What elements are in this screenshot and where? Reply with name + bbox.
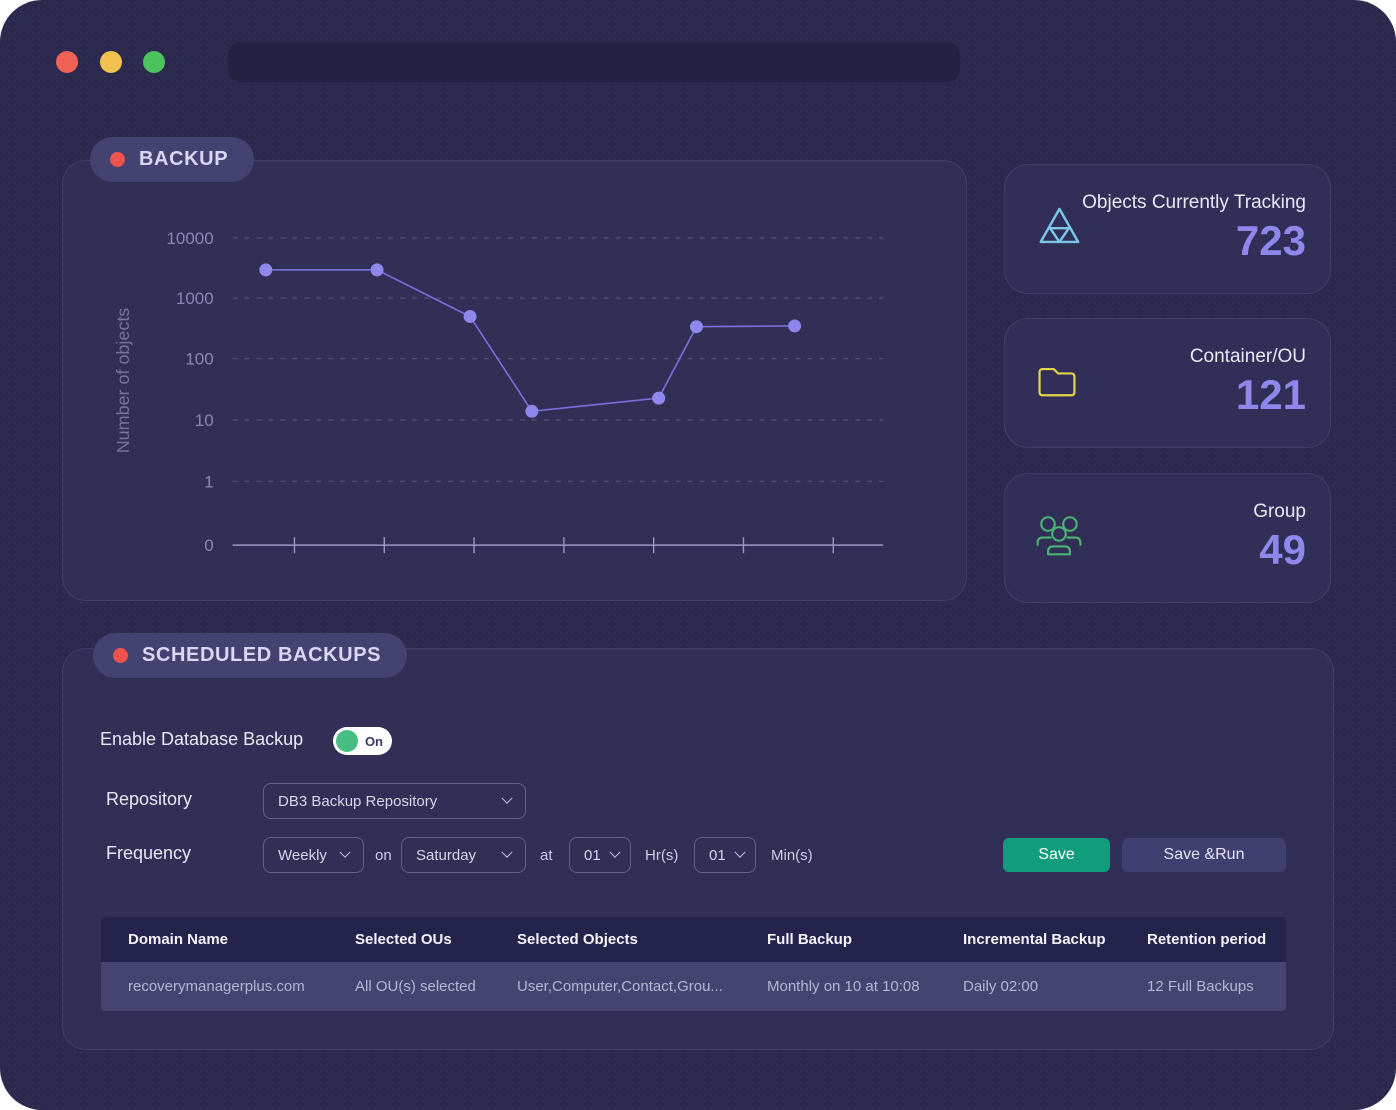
table-header-incremental-backup: Incremental Backup bbox=[963, 931, 1106, 948]
backup-section-badge: BACKUP bbox=[90, 137, 255, 182]
scheduled-backups-table: Domain Name Selected OUs Selected Object… bbox=[101, 917, 1286, 1011]
chevron-down-icon bbox=[734, 846, 746, 858]
table-row[interactable]: recoverymanagerplus.com All OU(s) select… bbox=[101, 962, 1286, 1011]
chevron-down-icon bbox=[609, 846, 621, 858]
on-word: on bbox=[375, 847, 392, 864]
backup-chart-panel: 10000 1000 100 10 1 0 Number of objects bbox=[62, 160, 967, 601]
scheduled-backups-section-badge: SCHEDULED BACKUPS bbox=[93, 633, 408, 678]
minute-unit-label: Min(s) bbox=[771, 847, 813, 864]
svg-text:1000: 1000 bbox=[176, 289, 214, 308]
svg-text:1: 1 bbox=[204, 472, 213, 491]
frequency-hour-select[interactable]: 01 bbox=[569, 837, 631, 873]
cell-domain-name: recoverymanagerplus.com bbox=[128, 978, 305, 995]
day-select-value: Saturday bbox=[416, 846, 477, 864]
table-header-selected-objects: Selected Objects bbox=[517, 931, 638, 948]
toggle-knob-icon bbox=[336, 730, 358, 752]
close-window-button[interactable] bbox=[56, 51, 78, 73]
frequency-day-select[interactable]: Saturday bbox=[401, 837, 526, 873]
hour-select-value: 01 bbox=[584, 846, 601, 864]
stat-card-objects-tracking: Objects Currently Tracking 723 bbox=[1004, 164, 1331, 294]
table-header-selected-ous: Selected OUs bbox=[355, 931, 452, 948]
address-bar[interactable] bbox=[228, 42, 960, 82]
at-word: at bbox=[540, 847, 553, 864]
svg-text:0: 0 bbox=[204, 536, 213, 555]
save-button[interactable]: Save bbox=[1003, 838, 1110, 872]
chevron-down-icon bbox=[501, 846, 513, 858]
stat-card-container-ou: Container/OU 121 bbox=[1004, 318, 1331, 448]
svg-text:100: 100 bbox=[185, 350, 213, 369]
stat-card-group: Group 49 bbox=[1004, 473, 1331, 603]
minute-select-value: 01 bbox=[709, 846, 726, 864]
scheduled-backups-section-label: SCHEDULED BACKUPS bbox=[142, 644, 382, 666]
save-and-run-button[interactable]: Save &Run bbox=[1122, 838, 1286, 872]
svg-text:10: 10 bbox=[195, 411, 214, 430]
repository-select[interactable]: DB3 Backup Repository bbox=[263, 783, 526, 819]
frequency-label: Frequency bbox=[106, 843, 192, 863]
status-dot-icon bbox=[110, 152, 125, 167]
stat-card-title: Objects Currently Tracking bbox=[1082, 192, 1306, 213]
hour-unit-label: Hr(s) bbox=[645, 847, 679, 864]
stat-card-title: Group bbox=[1253, 501, 1306, 522]
stat-card-title: Container/OU bbox=[1189, 346, 1306, 367]
objects-tracking-icon bbox=[1035, 205, 1085, 254]
chevron-down-icon bbox=[501, 792, 513, 804]
stat-card-value: 723 bbox=[1235, 217, 1306, 264]
table-header-row: Domain Name Selected OUs Selected Object… bbox=[101, 917, 1286, 962]
interval-select-value: Weekly bbox=[278, 846, 327, 864]
frequency-interval-select[interactable]: Weekly bbox=[263, 837, 364, 873]
folder-icon bbox=[1035, 363, 1079, 404]
stat-card-value: 121 bbox=[1235, 371, 1306, 418]
chevron-down-icon bbox=[339, 846, 351, 858]
table-header-retention-period: Retention period bbox=[1147, 931, 1267, 948]
frequency-minute-select[interactable]: 01 bbox=[694, 837, 756, 873]
table-header-domain-name: Domain Name bbox=[128, 931, 229, 948]
cell-selected-objects: User,Computer,Contact,Grou... bbox=[517, 978, 723, 995]
enable-database-backup-label: Enable Database Backup bbox=[100, 729, 304, 749]
cell-retention-period: 12 Full Backups bbox=[1147, 978, 1254, 995]
group-icon bbox=[1035, 513, 1083, 564]
table-header-full-backup: Full Backup bbox=[767, 931, 853, 948]
cell-selected-ous: All OU(s) selected bbox=[355, 978, 476, 995]
status-dot-icon bbox=[113, 648, 128, 663]
toggle-state-label: On bbox=[364, 734, 383, 749]
backup-section-label: BACKUP bbox=[139, 148, 229, 170]
minimize-window-button[interactable] bbox=[100, 51, 122, 73]
repository-label: Repository bbox=[106, 789, 193, 809]
zoom-window-button[interactable] bbox=[143, 51, 165, 73]
cell-full-backup: Monthly on 10 at 10:08 bbox=[767, 978, 920, 995]
stat-card-value: 49 bbox=[1259, 526, 1306, 573]
repository-select-value: DB3 Backup Repository bbox=[278, 792, 438, 810]
scheduled-backups-panel: Enable Database Backup On Repository DB3… bbox=[62, 648, 1334, 1050]
cell-incremental-backup: Daily 02:00 bbox=[963, 978, 1039, 995]
svg-text:Number of objects: Number of objects bbox=[113, 308, 133, 454]
enable-database-backup-toggle[interactable]: On bbox=[333, 727, 392, 755]
svg-text:10000: 10000 bbox=[167, 229, 214, 248]
